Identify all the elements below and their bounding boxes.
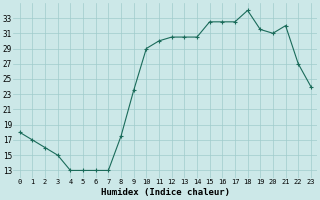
X-axis label: Humidex (Indice chaleur): Humidex (Indice chaleur): [101, 188, 230, 197]
